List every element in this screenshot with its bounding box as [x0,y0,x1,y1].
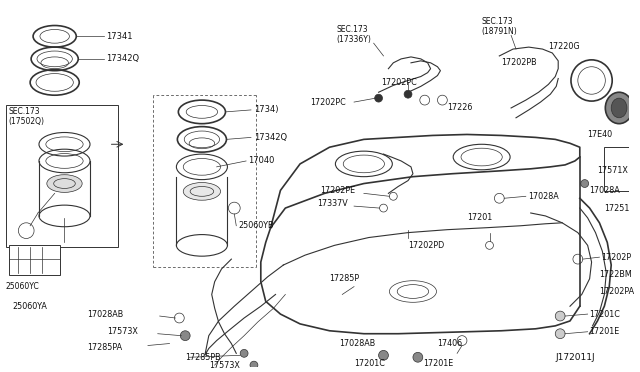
Text: SEC.173: SEC.173 [482,17,513,26]
Ellipse shape [47,175,82,192]
FancyBboxPatch shape [6,105,118,247]
Text: 17028AB: 17028AB [87,310,124,318]
Text: 17406: 17406 [438,339,463,348]
Text: 17028AB: 17028AB [339,339,376,348]
Text: 17202PA: 17202PA [600,287,634,296]
Text: 17342Q: 17342Q [254,133,287,142]
Text: 1722BM: 1722BM [600,270,632,279]
Text: 17226: 17226 [447,103,473,112]
FancyBboxPatch shape [8,246,60,275]
Text: 17202PB: 17202PB [501,58,537,67]
FancyBboxPatch shape [604,147,629,191]
Text: 17341: 17341 [106,32,132,41]
Text: 17028A: 17028A [589,186,620,195]
Text: 1734): 1734) [254,105,278,115]
Text: 17342Q: 17342Q [106,54,139,63]
Text: 17E40: 17E40 [588,130,612,139]
Text: 17573X: 17573X [107,327,138,336]
Circle shape [180,331,190,341]
Text: 17573X: 17573X [209,360,239,370]
Text: SEC.173: SEC.173 [337,25,368,34]
Circle shape [556,329,565,339]
Ellipse shape [605,92,633,124]
Text: 17201C: 17201C [589,310,621,318]
Circle shape [379,350,388,360]
Circle shape [374,94,383,102]
Text: 17202PE: 17202PE [320,186,355,195]
Text: 17337V: 17337V [317,199,348,208]
Text: J172011J: J172011J [556,353,595,362]
Text: 17202PD: 17202PD [408,241,444,250]
Circle shape [580,180,589,187]
Text: 17571X: 17571X [598,166,628,175]
Text: 17201E: 17201E [423,359,453,368]
Circle shape [240,349,248,357]
Text: 25060YB: 25060YB [238,221,274,230]
Text: 25060YC: 25060YC [6,282,39,291]
Text: (18791N): (18791N) [482,27,517,36]
Text: 17285PA: 17285PA [87,343,122,352]
Text: 17040: 17040 [248,157,275,166]
Text: 17201E: 17201E [589,327,620,336]
Text: 17202PC: 17202PC [381,78,417,87]
Circle shape [413,352,423,362]
Ellipse shape [611,98,627,118]
Text: 17220G: 17220G [548,42,580,51]
Circle shape [250,361,258,369]
Text: 17201C: 17201C [354,359,385,368]
Text: 17202P: 17202P [602,253,632,262]
Circle shape [556,311,565,321]
Text: (17502Q): (17502Q) [8,117,45,126]
Ellipse shape [183,183,221,200]
Circle shape [404,90,412,98]
Text: (17336Y): (17336Y) [337,35,371,44]
Text: 17201: 17201 [467,214,492,222]
Text: 25060YA: 25060YA [12,302,47,311]
Text: 17251: 17251 [604,203,630,212]
Text: 17028A: 17028A [528,192,559,201]
Text: SEC.173: SEC.173 [8,108,40,116]
Text: 17285P: 17285P [330,274,360,283]
Text: 17285PB: 17285PB [185,353,221,362]
Text: 17202PC: 17202PC [310,97,346,106]
